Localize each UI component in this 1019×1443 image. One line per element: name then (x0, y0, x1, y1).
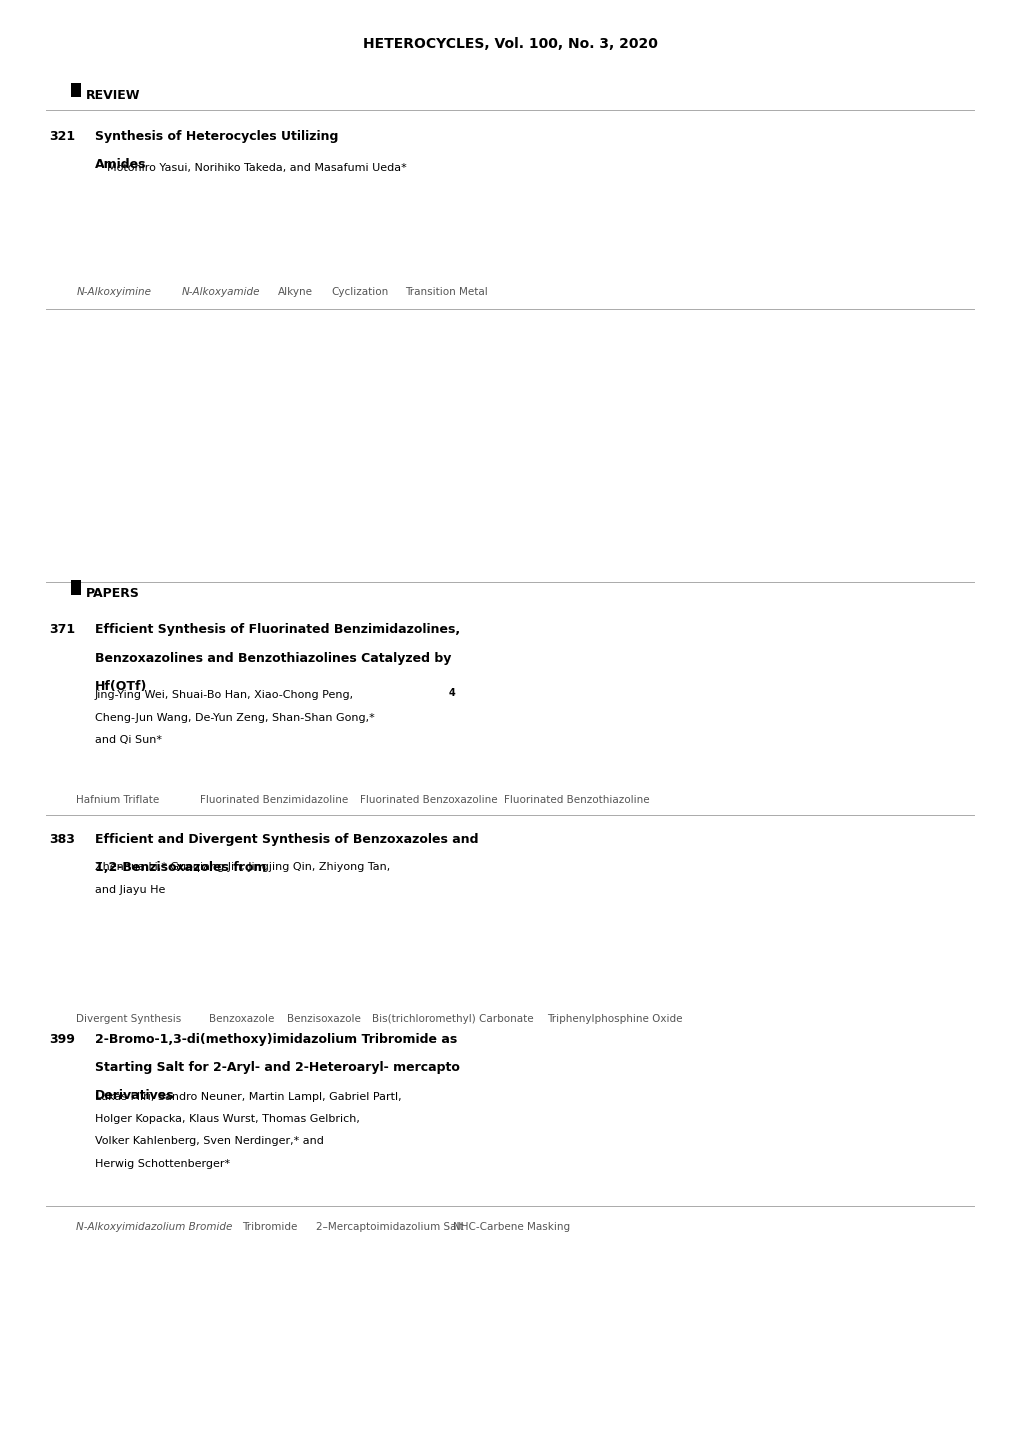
Text: 2-Bromo-1,3-di(methoxy)imidazolium Tribromide as: 2-Bromo-1,3-di(methoxy)imidazolium Tribr… (95, 1033, 457, 1046)
Text: Divergent Synthesis: Divergent Synthesis (76, 1013, 181, 1023)
Text: N-Alkoxyamide: N-Alkoxyamide (181, 287, 260, 297)
Text: Efficient and Divergent Synthesis of Benzoxazoles and: Efficient and Divergent Synthesis of Ben… (95, 833, 478, 846)
Text: 371: 371 (49, 623, 75, 636)
Text: Hafnium Triflate: Hafnium Triflate (76, 795, 160, 805)
Text: Efficient Synthesis of Fluorinated Benzimidazolines,: Efficient Synthesis of Fluorinated Benzi… (95, 623, 460, 636)
Text: N-Alkoxyimidazolium Bromide: N-Alkoxyimidazolium Bromide (76, 1222, 232, 1232)
Text: NHC-Carbene Masking: NHC-Carbene Masking (452, 1222, 570, 1232)
Text: REVIEW: REVIEW (86, 89, 140, 102)
Text: HETEROCYCLES, Vol. 100, No. 3, 2020: HETEROCYCLES, Vol. 100, No. 3, 2020 (362, 36, 657, 51)
Text: Cheng-Jun Wang, De-Yun Zeng, Shan-Shan Gong,*: Cheng-Jun Wang, De-Yun Zeng, Shan-Shan G… (95, 713, 374, 723)
Text: Fluorinated Benzothiazoline: Fluorinated Benzothiazoline (503, 795, 649, 805)
Text: Starting Salt for 2-Aryl- and 2-Heteroaryl- mercapto: Starting Salt for 2-Aryl- and 2-Heteroar… (95, 1062, 460, 1075)
Text: 399: 399 (49, 1033, 74, 1046)
Text: and Qi Sun*: and Qi Sun* (95, 736, 162, 745)
Text: Zhenhua Li,* Guoqiang Jin, Jingjing Qin, Zhiyong Tan,: Zhenhua Li,* Guoqiang Jin, Jingjing Qin,… (95, 861, 389, 872)
Text: Fluorinated Benzimidazoline: Fluorinated Benzimidazoline (200, 795, 347, 805)
Text: Herwig Schottenberger*: Herwig Schottenberger* (95, 1159, 229, 1169)
Text: N-Alkoxyimine: N-Alkoxyimine (76, 287, 152, 297)
Text: Bis(trichloromethyl) Carbonate: Bis(trichloromethyl) Carbonate (372, 1013, 533, 1023)
Text: Derivatives: Derivatives (95, 1089, 174, 1102)
Text: 4: 4 (448, 688, 454, 698)
Text: Amides: Amides (95, 157, 146, 172)
Text: Benzoxazolines and Benzothiazolines Catalyzed by: Benzoxazolines and Benzothiazolines Cata… (95, 652, 450, 665)
Bar (71, 580, 81, 595)
Text: Jing-Ying Wei, Shuai-Bo Han, Xiao-Chong Peng,: Jing-Ying Wei, Shuai-Bo Han, Xiao-Chong … (95, 691, 354, 700)
Text: Volker Kahlenberg, Sven Nerdinger,* and: Volker Kahlenberg, Sven Nerdinger,* and (95, 1137, 323, 1146)
Text: Motohiro Yasui, Norihiko Takeda, and Masafumi Ueda*: Motohiro Yasui, Norihiko Takeda, and Mas… (107, 163, 407, 173)
Text: 321: 321 (49, 130, 75, 143)
Text: Cyclization: Cyclization (331, 287, 388, 297)
Text: Fluorinated Benzoxazoline: Fluorinated Benzoxazoline (360, 795, 497, 805)
Bar (71, 82, 81, 97)
Text: Benzoxazole: Benzoxazole (209, 1013, 274, 1023)
Text: Transition Metal: Transition Metal (405, 287, 487, 297)
Text: Holger Kopacka, Klaus Wurst, Thomas Gelbrich,: Holger Kopacka, Klaus Wurst, Thomas Gelb… (95, 1114, 360, 1124)
Text: 1,2-Benzisoxazoles from: 1,2-Benzisoxazoles from (95, 860, 270, 874)
Text: Benzisoxazole: Benzisoxazole (286, 1013, 360, 1023)
Text: Hf(OTf): Hf(OTf) (95, 680, 147, 693)
Text: 2–Mercaptoimidazolium Salt: 2–Mercaptoimidazolium Salt (316, 1222, 464, 1232)
Text: 383: 383 (49, 833, 74, 846)
Text: Synthesis of Heterocycles Utilizing: Synthesis of Heterocycles Utilizing (95, 130, 342, 143)
Text: Lukas Fliri, Sandro Neuner, Martin Lampl, Gabriel Partl,: Lukas Fliri, Sandro Neuner, Martin Lampl… (95, 1091, 401, 1101)
Text: Tribromide: Tribromide (242, 1222, 297, 1232)
Text: Alkyne: Alkyne (277, 287, 312, 297)
Text: and Jiayu He: and Jiayu He (95, 885, 165, 895)
Text: PAPERS: PAPERS (86, 586, 140, 600)
Text: Triphenylphosphine Oxide: Triphenylphosphine Oxide (546, 1013, 682, 1023)
